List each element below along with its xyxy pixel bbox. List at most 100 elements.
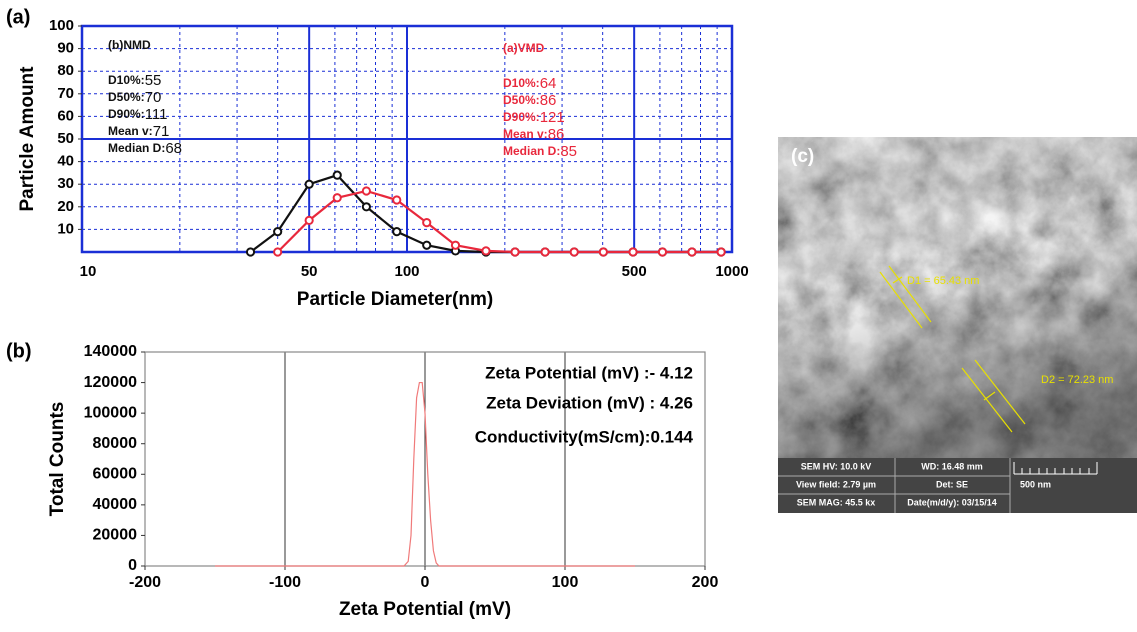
y-axis-title: Particle Amount	[17, 66, 38, 212]
annotation: Median D:85	[503, 143, 577, 160]
y-tick-label: 0	[128, 557, 137, 574]
annotation-label: Median D:	[503, 144, 560, 158]
marker	[304, 179, 314, 189]
x-tick-label: -200	[129, 574, 161, 591]
annotation-value: 68	[165, 140, 182, 157]
annotation-label: D90%:	[108, 107, 145, 121]
info-cell: View field: 2.79 µm	[796, 479, 876, 489]
y-tick-label: 40000	[93, 496, 138, 513]
marker	[304, 215, 314, 225]
annotation-value: 64	[540, 75, 557, 92]
x-tick-label: 1000	[715, 263, 748, 280]
chart: 0 20000 40000 60000 80000 100000 120000 140000 -…	[6, 340, 718, 620]
x-tick-label: 200	[692, 574, 719, 591]
annotation: Mean v:71	[108, 123, 169, 140]
annotation: Conductivity(mS/cm):0.144	[475, 427, 694, 446]
annotation: D50%:86	[503, 92, 556, 109]
panel-label: (b)	[6, 340, 32, 362]
y-tick-label: 120000	[84, 374, 137, 391]
y-tick-label: 60	[57, 107, 74, 124]
chart: 10 20 30 40 50 60 70 80 90 100 10 50 100 500 1000 Parti…	[6, 6, 749, 310]
x-tick-label: -100	[269, 574, 301, 591]
y-tick-label: 80	[57, 62, 74, 79]
y-axis-title: Total Counts	[47, 402, 68, 517]
sem-panel: (c) D1 = 65.43 nm D2 = 72.23 nm SEM HV: …	[778, 137, 1137, 513]
marker	[540, 247, 550, 257]
y-tick-label: 50	[57, 130, 74, 147]
marker	[273, 227, 283, 237]
marker	[716, 247, 726, 257]
marker	[245, 247, 256, 257]
annotation-title: (b)NMD	[108, 38, 151, 52]
marker	[569, 247, 579, 257]
annotation-value: 121	[540, 109, 565, 126]
y-tick-label: 60000	[93, 466, 138, 483]
marker	[332, 170, 342, 180]
annotation-title: (a)VMD	[503, 41, 545, 55]
marker	[657, 247, 668, 257]
marker	[332, 193, 342, 203]
y-tick-label: 70	[57, 85, 74, 102]
y-tick-label: 100000	[84, 404, 137, 421]
x-tick-label: 100	[552, 574, 579, 591]
y-tick-label: 90	[57, 40, 74, 57]
y-tick-label: 80000	[93, 435, 138, 452]
annotation-value: 70	[145, 89, 162, 106]
marker	[510, 247, 520, 257]
x-tick-label: 100	[394, 263, 419, 280]
measurement: D2 = 72.23 nm	[1041, 374, 1113, 386]
marker	[422, 240, 432, 250]
panel-label: (c)	[791, 146, 814, 167]
marker	[687, 247, 697, 257]
marker	[392, 227, 402, 237]
marker	[598, 247, 608, 257]
sem-shade	[778, 137, 1137, 458]
series-line	[249, 173, 722, 254]
info-cell: Date(m/d/y): 03/15/14	[907, 497, 997, 507]
annotation-label: D10%:	[108, 73, 145, 87]
marker	[628, 247, 638, 257]
annotation: D10%:64	[503, 75, 556, 92]
measurement: D1 = 65.43 nm	[907, 275, 979, 287]
series-line	[276, 189, 722, 254]
scale-bar	[1013, 462, 1098, 475]
marker	[450, 240, 461, 250]
info-cell: SEM MAG: 45.5 kx	[797, 497, 876, 507]
annotation-value: 86	[540, 92, 557, 109]
annotation: Zeta Deviation (mV) : 4.26	[486, 393, 693, 412]
scale-label: 500 nm	[1020, 479, 1051, 489]
marker	[422, 218, 432, 228]
annotation-label: D10%:	[503, 76, 540, 90]
x-tick-label: 50	[301, 263, 318, 280]
annotation-value: 71	[153, 123, 170, 140]
annotation-value: 55	[145, 72, 162, 89]
annotation-value: 85	[560, 143, 577, 160]
x-axis-title: Particle Diameter(nm)	[297, 289, 493, 310]
y-tick-label: 40	[57, 153, 74, 170]
y-tick-label: 100	[49, 17, 74, 34]
y-tick-label: 10	[57, 220, 74, 237]
annotation-label: Mean v:	[503, 127, 548, 141]
info-grid	[778, 458, 1011, 513]
x-axis-title: Zeta Potential (mV)	[339, 599, 511, 620]
annotation-label: D50%:	[108, 90, 145, 104]
x-tick-label: 0	[421, 574, 430, 591]
annotation: D50%:70	[108, 89, 161, 106]
annotation: D90%:111	[108, 106, 168, 123]
info-bar	[778, 458, 1137, 513]
info-text: SEM HV: 10.0 kV WD: 16.48 mm View field:…	[796, 461, 1051, 507]
y-tick-label: 30	[57, 175, 74, 192]
x-tick-label: 10	[80, 263, 97, 280]
annotation: Median D:68	[108, 140, 182, 157]
info-cell: Det: SE	[936, 479, 968, 489]
marker	[273, 247, 283, 257]
marker	[481, 246, 491, 256]
annotation: Zeta Potential (mV) :- 4.12	[485, 363, 693, 382]
marker	[361, 186, 371, 196]
annotation: Mean v:86	[503, 126, 564, 143]
marker	[392, 195, 402, 205]
info-cell: SEM HV: 10.0 kV	[801, 461, 872, 471]
info-cell: WD: 16.48 mm	[921, 461, 983, 471]
series-line	[215, 381, 635, 567]
